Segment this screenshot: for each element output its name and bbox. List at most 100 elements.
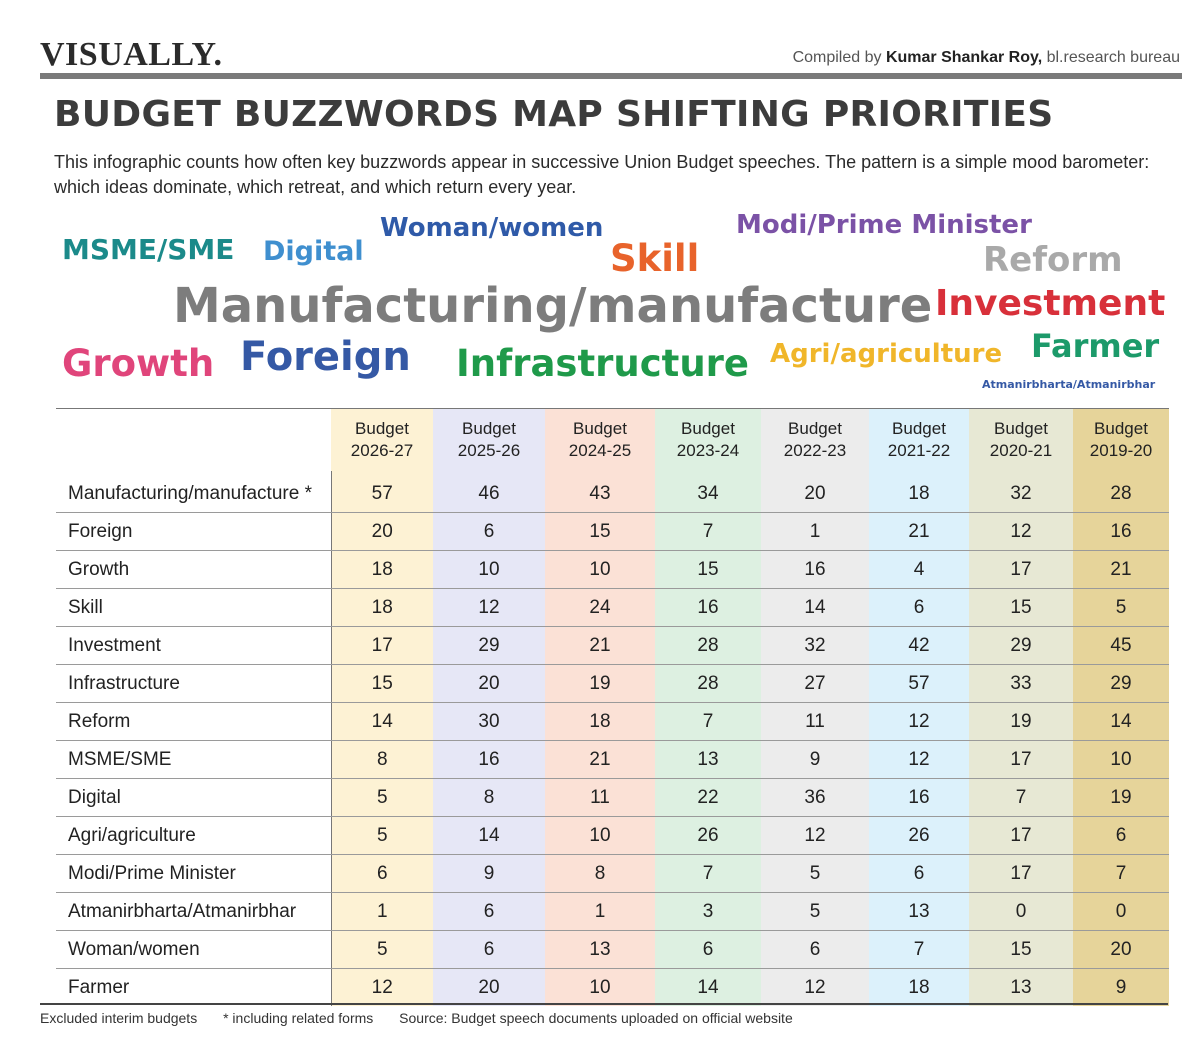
table-cell: 15: [545, 512, 655, 551]
footnote-excluded: Excluded interim budgets: [40, 1010, 198, 1026]
table-cell: 18: [869, 471, 969, 513]
table-cell: 14: [433, 816, 545, 855]
table-cell: 28: [655, 626, 761, 665]
table-cell: 5: [331, 930, 433, 969]
row-label: Reform: [56, 702, 332, 741]
table-cell: 32: [761, 626, 869, 665]
table-cell: 20: [433, 664, 545, 703]
table-cell: 13: [545, 930, 655, 969]
table-cell: 14: [761, 588, 869, 627]
column-header-2021-22: Budget 2021-22: [869, 408, 969, 471]
table-cell: 26: [869, 816, 969, 855]
table-cell: 15: [331, 664, 433, 703]
row-label: Skill: [56, 588, 332, 627]
table-cell: 17: [969, 854, 1073, 893]
row-label: Woman/women: [56, 930, 332, 969]
table-cell: 19: [545, 664, 655, 703]
table-cell: 24: [545, 588, 655, 627]
table-corner: [56, 408, 331, 471]
table-cell: 18: [331, 588, 433, 627]
table-cell: 17: [331, 626, 433, 665]
table-cell: 13: [869, 892, 969, 931]
table-cell: 45: [1073, 626, 1169, 665]
table-cell: 1: [761, 512, 869, 551]
cloud-word-farmer: Farmer: [1031, 327, 1160, 365]
column-header-year: 2022-23: [783, 441, 847, 460]
table-cell: 16: [655, 588, 761, 627]
table-cell: 9: [433, 854, 545, 893]
row-label: Manufacturing/manufacture *: [56, 471, 332, 513]
table-cell: 12: [761, 816, 869, 855]
table-cell: 28: [655, 664, 761, 703]
column-header-year: 2020-21: [989, 441, 1053, 460]
column-header-2025-26: Budget 2025-26: [433, 408, 545, 471]
table-row: Digital 5 8 11 22 36 16 7 19: [56, 778, 1169, 817]
table-cell: 1: [545, 892, 655, 931]
table-cell: 17: [969, 740, 1073, 779]
table-cell: 14: [655, 968, 761, 1006]
table-cell: 9: [1073, 968, 1169, 1006]
table-cell: 8: [331, 740, 433, 779]
table-cell: 20: [331, 512, 433, 551]
column-header-2022-23: Budget 2022-23: [761, 408, 869, 471]
table-cell: 57: [869, 664, 969, 703]
table-cell: 26: [655, 816, 761, 855]
row-label: Agri/agriculture: [56, 816, 332, 855]
page-title: BUDGET BUZZWORDS MAP SHIFTING PRIORITIES: [54, 94, 1054, 135]
table-cell: 12: [869, 702, 969, 741]
footnotes: Excluded interim budgets * including rel…: [40, 1010, 815, 1026]
table-row: Modi/Prime Minister 6 9 8 7 5 6 17 7: [56, 854, 1169, 893]
table-row: Skill 18 12 24 16 14 6 15 5: [56, 588, 1169, 627]
row-label: MSME/SME: [56, 740, 332, 779]
table-cell: 19: [969, 702, 1073, 741]
table-cell: 7: [1073, 854, 1169, 893]
credit-suffix: bl.research bureau: [1042, 49, 1180, 66]
cloud-word-growth: Growth: [62, 342, 215, 385]
table-row: Woman/women 5 6 13 6 6 7 15 20: [56, 930, 1169, 969]
table-cell: 14: [1073, 702, 1169, 741]
table-cell: 17: [969, 816, 1073, 855]
table-cell: 14: [331, 702, 433, 741]
table-cell: 33: [969, 664, 1073, 703]
table-cell: 6: [433, 930, 545, 969]
cloud-word-skill: Skill: [610, 237, 700, 280]
table-row: Reform 14 30 18 7 11 12 19 14: [56, 702, 1169, 741]
table-cell: 15: [655, 550, 761, 589]
table-row: MSME/SME 8 16 21 13 9 12 17 10: [56, 740, 1169, 779]
table-cell: 43: [545, 471, 655, 513]
table-header-row: Budget 2026-27 Budget 2025-26 Budget 2024-25 B…: [56, 408, 1169, 471]
cloud-word-woman-women: Woman/women: [380, 213, 604, 243]
table-cell: 0: [1073, 892, 1169, 931]
row-label: Farmer: [56, 968, 332, 1006]
table-cell: 12: [331, 968, 433, 1006]
table-cell: 21: [869, 512, 969, 551]
table-cell: 42: [869, 626, 969, 665]
table-cell: 7: [869, 930, 969, 969]
table-cell: 5: [331, 778, 433, 817]
footnote-source: Source: Budget speech documents uploaded…: [399, 1010, 793, 1026]
credit-prefix: Compiled by: [792, 49, 886, 66]
table-cell: 6: [761, 930, 869, 969]
column-header-year: 2026-27: [350, 441, 414, 460]
table-cell: 11: [545, 778, 655, 817]
table-cell: 29: [969, 626, 1073, 665]
table-cell: 12: [433, 588, 545, 627]
cloud-word-msme-sme: MSME/SME: [62, 233, 235, 266]
table-cell: 19: [1073, 778, 1169, 817]
table-row: Foreign 20 6 15 7 1 21 12 16: [56, 512, 1169, 551]
table-cell: 7: [969, 778, 1073, 817]
table-cell: 13: [969, 968, 1073, 1006]
table-cell: 29: [433, 626, 545, 665]
table-cell: 28: [1073, 471, 1169, 513]
table-cell: 3: [655, 892, 761, 931]
header-rule: [40, 73, 1182, 79]
table-cell: 30: [433, 702, 545, 741]
row-label: Foreign: [56, 512, 332, 551]
cloud-word-atmanirbharta-atmanirbhar: Atmanirbharta/Atmanirbhar: [982, 378, 1156, 391]
column-header-2024-25: Budget 2024-25: [545, 408, 655, 471]
table-cell: 10: [545, 550, 655, 589]
column-header-2019-20: Budget 2019-20: [1073, 408, 1169, 471]
cloud-word-investment: Investment: [935, 283, 1166, 324]
table-cell: 6: [655, 930, 761, 969]
table-cell: 29: [1073, 664, 1169, 703]
